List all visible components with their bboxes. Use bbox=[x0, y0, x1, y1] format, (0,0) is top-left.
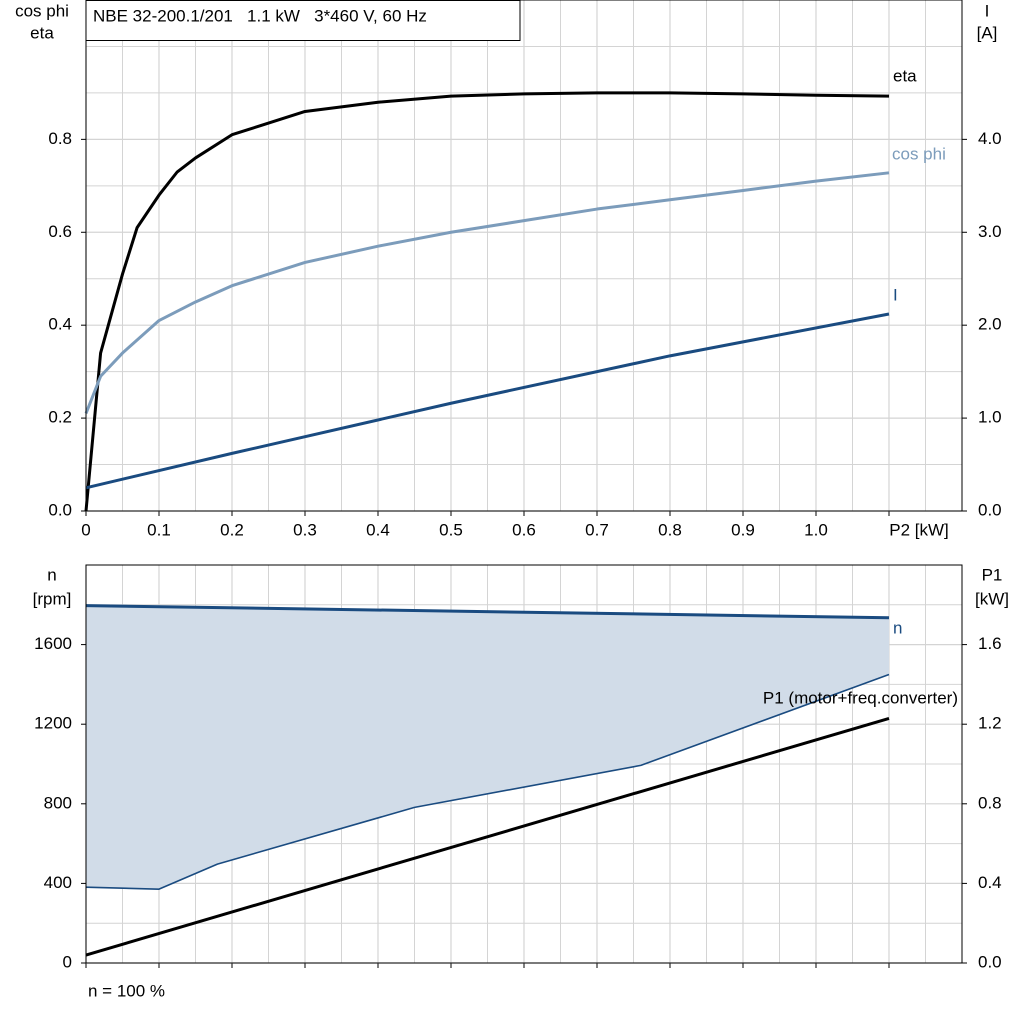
y-tick-label: 400 bbox=[44, 873, 72, 892]
series-line bbox=[84, 91, 890, 512]
x-tick-label: 0.9 bbox=[731, 520, 755, 539]
x-tick-label: P2 [kW] bbox=[889, 520, 949, 539]
y-tick-label: 0.6 bbox=[48, 222, 72, 241]
x-tick-label: 0.2 bbox=[220, 520, 244, 539]
y-axis-label: cos phi bbox=[15, 1, 69, 20]
y-tick-label: 800 bbox=[44, 793, 72, 812]
y2-tick-label: 1.0 bbox=[978, 408, 1002, 427]
y2-tick-label: 1.6 bbox=[978, 634, 1002, 653]
title-box bbox=[85, 0, 521, 41]
y-tick-label: 0 bbox=[63, 952, 72, 971]
series-label: n bbox=[893, 618, 902, 637]
y2-axis-label: P1 bbox=[982, 565, 1003, 584]
y2-tick-label: 0.4 bbox=[978, 873, 1002, 892]
y-tick-label: 1200 bbox=[34, 714, 72, 733]
y-tick-label: 1600 bbox=[34, 634, 72, 653]
x-tick-label: 0.3 bbox=[293, 520, 317, 539]
y-axis-label: n bbox=[47, 565, 56, 584]
x-tick-label: 0.5 bbox=[439, 520, 463, 539]
y-tick-label: 0.0 bbox=[48, 500, 72, 519]
y2-axis-label: [kW] bbox=[975, 589, 1009, 608]
x-tick-label: 0.8 bbox=[658, 520, 682, 539]
fill-area bbox=[86, 605, 889, 890]
y2-tick-label: 0.0 bbox=[978, 952, 1002, 971]
y-axis-label: [rpm] bbox=[33, 589, 72, 608]
series-line bbox=[85, 716, 890, 957]
y-tick-label: 0.2 bbox=[48, 408, 72, 427]
x-tick-label: 0.7 bbox=[585, 520, 609, 539]
y2-tick-label: 4.0 bbox=[978, 129, 1002, 148]
y2-tick-label: 1.2 bbox=[978, 714, 1002, 733]
y-axis-label: eta bbox=[30, 23, 54, 42]
x-tick-label: 0.4 bbox=[366, 520, 390, 539]
series-label: P1 (motor+freq.converter) bbox=[763, 688, 958, 707]
series-line bbox=[85, 604, 890, 620]
y2-tick-label: 0.0 bbox=[978, 500, 1002, 519]
plot-frame bbox=[85, 0, 963, 512]
x-tick-label: 0.1 bbox=[147, 520, 171, 539]
y2-axis-label: [A] bbox=[977, 23, 998, 42]
y-tick-label: 0.8 bbox=[48, 129, 72, 148]
series-label: I bbox=[893, 285, 898, 304]
y2-axis-label: I bbox=[985, 1, 990, 20]
y2-tick-label: 2.0 bbox=[978, 315, 1002, 334]
chart-title: NBE 32-200.1/201 1.1 kW 3*460 V, 60 Hz bbox=[93, 6, 427, 25]
note: n = 100 % bbox=[88, 981, 165, 1000]
series-label: eta bbox=[893, 66, 917, 85]
series-line bbox=[85, 312, 890, 490]
plot-frame bbox=[85, 564, 963, 964]
x-tick-label: 0.6 bbox=[512, 520, 536, 539]
y-tick-label: 0.4 bbox=[48, 315, 72, 334]
series-line bbox=[84, 171, 890, 414]
x-tick-label: 1.0 bbox=[804, 520, 828, 539]
y2-tick-label: 0.8 bbox=[978, 793, 1002, 812]
series-label: cos phi bbox=[892, 144, 946, 163]
y2-tick-label: 3.0 bbox=[978, 222, 1002, 241]
x-tick-label: 0 bbox=[81, 520, 90, 539]
series-line bbox=[85, 673, 890, 890]
